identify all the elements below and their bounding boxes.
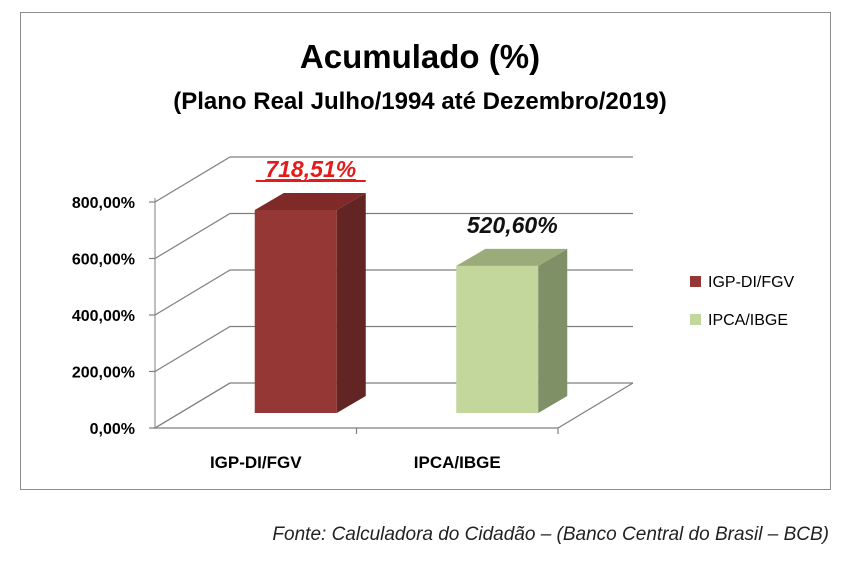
y-tick-label: 400,00% [72, 308, 135, 325]
chart-area: Acumulado (%) (Plano Real Julho/1994 até … [72, 38, 795, 472]
gridline [154, 212, 633, 260]
bar-front-igp-di-fgv [254, 210, 337, 413]
source-note: Fonte: Calculadora do Cidadão – (Banco C… [272, 524, 829, 545]
bar-side [538, 248, 568, 413]
x-tick-label: IPCA/IBGE [414, 453, 501, 472]
y-tick-label: 600,00% [72, 252, 135, 269]
data-label: 520,60% [467, 212, 558, 238]
chart-subtitle: (Plano Real Julho/1994 até Dezembro/2019… [173, 88, 667, 115]
y-tick-label: 0,00% [90, 421, 135, 438]
gridline [154, 156, 633, 203]
y-tick-label: 200,00% [72, 365, 135, 382]
y-tick-label: 800,00% [72, 195, 135, 212]
data-label: 718,51% [265, 156, 356, 182]
bar-top [456, 248, 568, 266]
legend-swatch [690, 276, 701, 287]
legend-label: IPCA/IBGE [708, 312, 788, 329]
x-tick-label: IGP-DI/FGV [210, 453, 302, 472]
legend-label: IGP-DI/FGV [708, 274, 795, 291]
bar-top [254, 193, 366, 211]
legend-swatch [690, 314, 701, 325]
chart-title: Acumulado (%) [300, 38, 540, 75]
bar-front-ipca-ibge [456, 265, 539, 413]
bar-side [336, 193, 366, 413]
